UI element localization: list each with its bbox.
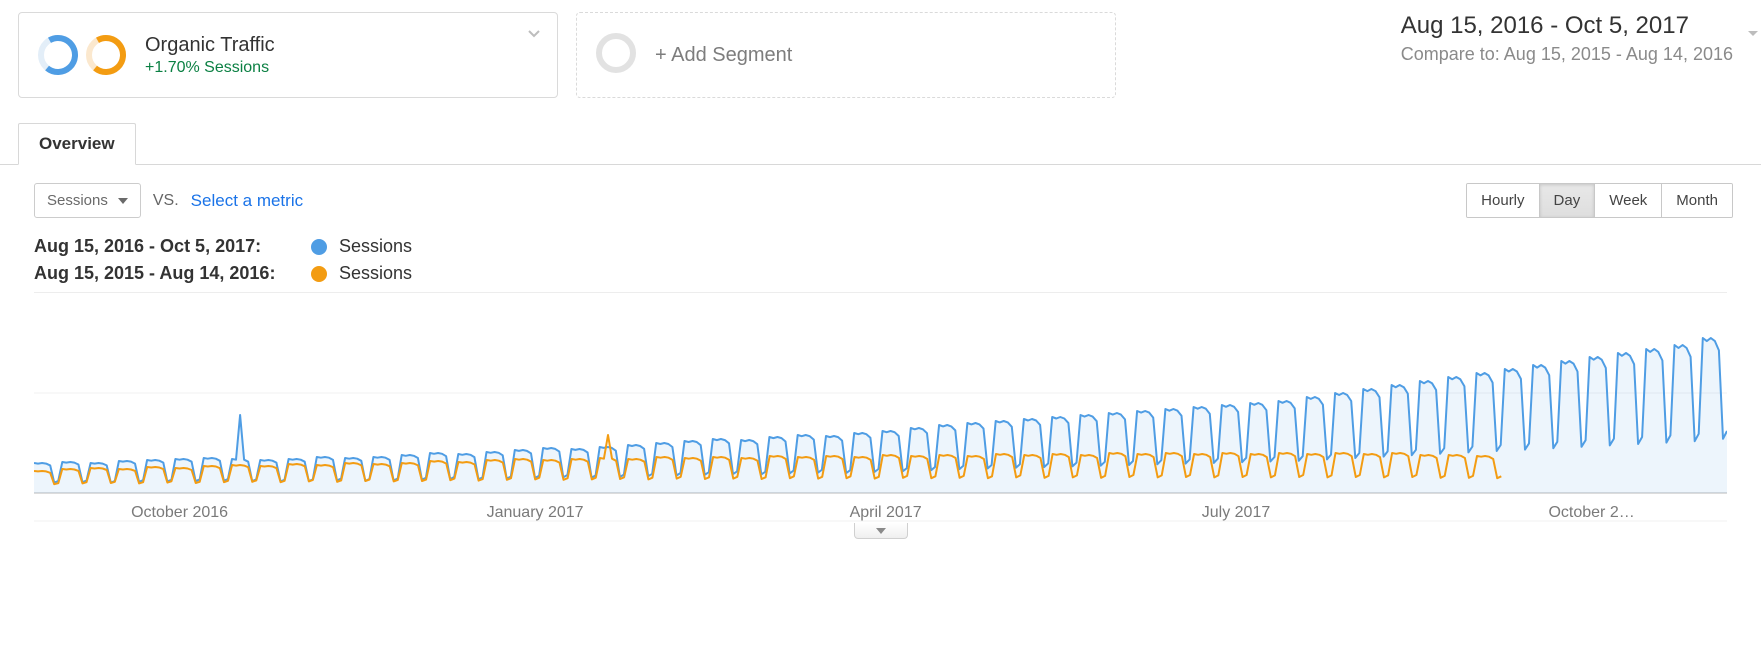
- legend-metric-2: Sessions: [339, 263, 412, 284]
- svg-text:January 2017: January 2017: [487, 504, 584, 521]
- metric-dropdown[interactable]: Sessions: [34, 183, 141, 218]
- date-range-picker[interactable]: Aug 15, 2016 - Oct 5, 2017 Compare to: A…: [1401, 12, 1743, 65]
- granularity-toggle: Hourly Day Week Month: [1466, 183, 1733, 218]
- granularity-week[interactable]: Week: [1594, 184, 1661, 217]
- caret-down-icon: [876, 528, 886, 534]
- select-metric-link[interactable]: Select a metric: [191, 191, 303, 211]
- svg-text:October 2…: October 2…: [1548, 504, 1634, 521]
- segment-donut-pair: [37, 34, 127, 76]
- tabs-row: Overview: [0, 122, 1761, 165]
- segment-title: Organic Traffic: [145, 34, 275, 57]
- add-segment-label: + Add Segment: [655, 44, 792, 67]
- svg-text:April 2017: April 2017: [850, 504, 922, 521]
- donut-icon-orange: [85, 34, 127, 76]
- granularity-day[interactable]: Day: [1539, 184, 1595, 217]
- svg-text:October 2016: October 2016: [131, 504, 228, 521]
- svg-text:July 2017: July 2017: [1202, 504, 1271, 521]
- vs-label: VS.: [153, 192, 179, 210]
- date-range-main: Aug 15, 2016 - Oct 5, 2017: [1401, 12, 1733, 40]
- legend-dot-orange: [311, 266, 327, 282]
- legend-range-2: Aug 15, 2015 - Aug 14, 2016:: [34, 263, 299, 284]
- caret-down-icon: [1745, 26, 1761, 47]
- chart-legend: Aug 15, 2016 - Oct 5, 2017: Sessions Aug…: [0, 232, 1761, 284]
- donut-icon-blue: [37, 34, 79, 76]
- metric-dropdown-label: Sessions: [47, 192, 108, 209]
- segment-delta: +1.70% Sessions: [145, 59, 275, 77]
- sessions-chart: October 2016 January 2017 April 2017 July 2…: [34, 292, 1727, 539]
- date-range-compare: Compare to: Aug 15, 2015 - Aug 14, 2016: [1401, 44, 1733, 65]
- legend-metric-1: Sessions: [339, 236, 412, 257]
- legend-range-1: Aug 15, 2016 - Oct 5, 2017:: [34, 236, 299, 257]
- legend-dot-blue: [311, 239, 327, 255]
- add-segment-button[interactable]: + Add Segment: [576, 12, 1116, 98]
- tab-overview[interactable]: Overview: [18, 123, 136, 165]
- add-segment-circle-icon: [595, 32, 637, 79]
- granularity-month[interactable]: Month: [1661, 184, 1732, 217]
- granularity-hourly[interactable]: Hourly: [1467, 184, 1538, 217]
- caret-down-icon: [118, 198, 128, 204]
- segment-card-organic[interactable]: Organic Traffic +1.70% Sessions: [18, 12, 558, 98]
- chart-expand-button[interactable]: [854, 523, 908, 539]
- chevron-down-icon: [525, 25, 543, 48]
